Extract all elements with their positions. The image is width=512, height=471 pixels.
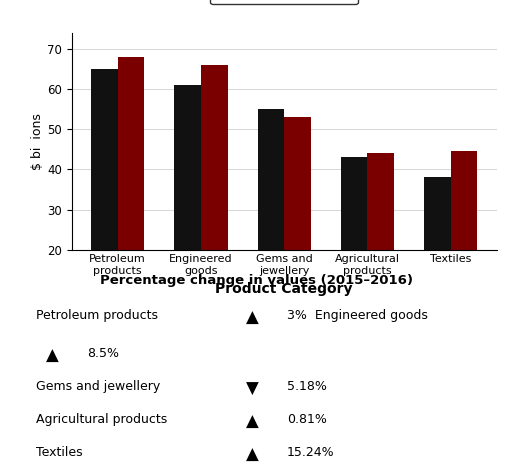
Y-axis label: $ bi  ions: $ bi ions	[31, 113, 45, 170]
Text: Textiles: Textiles	[36, 446, 82, 459]
Text: Petroleum products: Petroleum products	[36, 309, 158, 322]
Text: Percentage change in values (2015–2016): Percentage change in values (2015–2016)	[99, 274, 413, 287]
Bar	[284, 117, 311, 330]
Text: ▼: ▼	[246, 380, 259, 398]
X-axis label: Product Category: Product Category	[216, 282, 353, 296]
Text: ▲: ▲	[46, 347, 59, 365]
Text: 15.24%: 15.24%	[287, 446, 334, 459]
Text: ▲: ▲	[246, 413, 259, 431]
Text: Agricultural products: Agricultural products	[36, 413, 167, 426]
Bar	[174, 85, 201, 330]
Text: 0.81%: 0.81%	[287, 413, 327, 426]
Bar	[451, 151, 477, 330]
Bar	[424, 178, 451, 330]
Bar	[368, 154, 394, 330]
Legend: 2015, 2016: 2015, 2016	[210, 0, 358, 4]
Text: ▲: ▲	[246, 446, 259, 464]
Text: ▲: ▲	[246, 309, 259, 327]
Bar	[201, 65, 227, 330]
Bar	[258, 109, 284, 330]
Text: 8.5%: 8.5%	[87, 347, 119, 360]
Bar	[91, 69, 118, 330]
Text: Gems and jewellery: Gems and jewellery	[36, 380, 160, 393]
Text: 3%  Engineered goods: 3% Engineered goods	[287, 309, 428, 322]
Bar	[341, 157, 368, 330]
Text: 5.18%: 5.18%	[287, 380, 327, 393]
Bar	[118, 57, 144, 330]
